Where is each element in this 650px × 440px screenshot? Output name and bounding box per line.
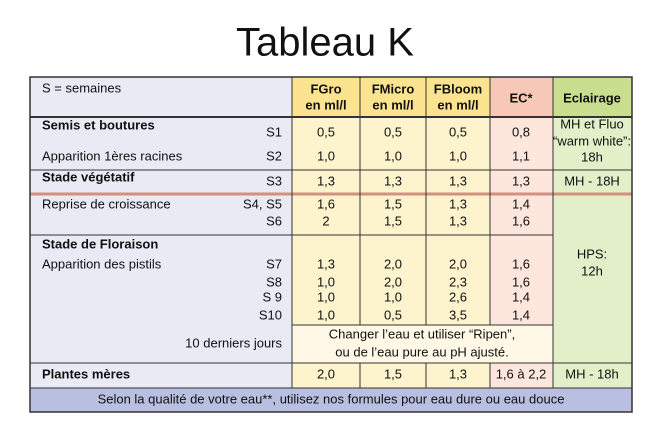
cell-value: 1,0 — [317, 289, 335, 304]
row-label: Apparition des pistils — [42, 256, 162, 271]
fert-header-bg — [292, 77, 490, 117]
cell-value: 2,0 — [449, 256, 467, 271]
cell-value: 1,3 — [449, 173, 467, 188]
cell-value: 0,5 — [449, 124, 467, 139]
note: ou de l’eau pure au pH ajusté. — [335, 344, 508, 359]
cell-value: 1,3 — [449, 213, 467, 228]
column-header: en ml/l — [437, 97, 478, 112]
footer: Selon la qualité de votre eau**, utilise… — [98, 391, 565, 406]
cell-value: 1,3 — [317, 256, 335, 271]
cell-value: 1,0 — [317, 148, 335, 163]
cell-value: 1,1 — [512, 148, 530, 163]
column-header: FGro — [310, 81, 341, 96]
cell-value: 1,6 — [317, 196, 335, 211]
cell-value: 1,0 — [317, 307, 335, 322]
light-header-bg — [553, 77, 632, 117]
cell-value: 1,5 — [384, 196, 402, 211]
note-bg — [292, 325, 553, 363]
label-bg — [30, 77, 292, 388]
week: S 9 — [262, 289, 282, 304]
row-label: 10 derniers jours — [185, 335, 282, 350]
cell-value: 1,3 — [512, 173, 530, 188]
cell-value: 0,8 — [512, 124, 530, 139]
week: S8 — [266, 274, 282, 289]
cell-value: 1,4 — [512, 289, 530, 304]
cell-value: 1,4 — [512, 307, 530, 322]
column-header: Eclairage — [563, 90, 621, 105]
cell-value: 1,0 — [317, 274, 335, 289]
cell-value: 2,6 — [449, 289, 467, 304]
cell-value: 1,5 — [384, 213, 402, 228]
week: S4, S5 — [243, 196, 282, 211]
lighting: MH - 18H — [564, 173, 620, 188]
week: S2 — [266, 148, 282, 163]
cell-value: 2,0 — [317, 366, 335, 381]
ec-header-bg — [490, 77, 553, 117]
row-label: Reprise de croissance — [42, 196, 171, 211]
note: Changer l’eau et utiliser “Ripen”, — [329, 326, 515, 341]
cell-value: 0,5 — [317, 124, 335, 139]
cell-value: 2,3 — [449, 274, 467, 289]
cell-value: 2 — [322, 213, 329, 228]
lighting: 18h — [581, 149, 603, 164]
cell-value: 0,5 — [384, 124, 402, 139]
footer-bg — [30, 388, 632, 412]
cell-value: 1,6 — [512, 213, 530, 228]
week: S6 — [266, 213, 282, 228]
stage-label: Stade végétatif — [42, 169, 135, 184]
light-bg — [553, 117, 632, 388]
lighting: HPS: — [577, 246, 607, 261]
cell-value: 1,0 — [384, 289, 402, 304]
lighting: MH - 18h — [565, 366, 618, 381]
title: Tableau K — [236, 21, 414, 65]
cell-value: 1,3 — [449, 366, 467, 381]
lighting: 12h — [581, 263, 603, 278]
column-header: FMicro — [372, 81, 415, 96]
cell-value: 1,3 — [384, 173, 402, 188]
cell-value: 3,5 — [449, 307, 467, 322]
cell-value: 0,5 — [384, 307, 402, 322]
cell-value: 2,0 — [384, 256, 402, 271]
cell-value: 1,0 — [384, 148, 402, 163]
column-header: en ml/l — [305, 97, 346, 112]
cell-value: 1,3 — [317, 173, 335, 188]
cell-value: 1,6 à 2,2 — [496, 366, 547, 381]
cell-value: 1,0 — [449, 148, 467, 163]
week: S3 — [266, 173, 282, 188]
stage-label: Stade de Floraison — [42, 236, 158, 251]
stage-label: Plantes mères — [42, 366, 130, 381]
row-label: Apparition 1ères racines — [42, 148, 183, 163]
column-header: FBloom — [434, 81, 482, 96]
week: S10 — [259, 307, 282, 322]
cell-value: 1,5 — [384, 366, 402, 381]
column-header: en ml/l — [372, 97, 413, 112]
lighting: “warm white”: — [553, 133, 631, 148]
lighting: MH et Fluo — [560, 116, 624, 131]
week: S1 — [266, 124, 282, 139]
week: S7 — [266, 256, 282, 271]
cell-value: 1,6 — [512, 256, 530, 271]
column-header: EC* — [509, 90, 533, 105]
cell-value: 1,4 — [512, 196, 530, 211]
cell-value: 1,6 — [512, 274, 530, 289]
grid — [29, 76, 633, 413]
legend-note: S = semaines — [42, 80, 122, 95]
cell-value: 2,0 — [384, 274, 402, 289]
cell-value: 1,3 — [449, 196, 467, 211]
stage-label: Semis et boutures — [42, 117, 155, 132]
